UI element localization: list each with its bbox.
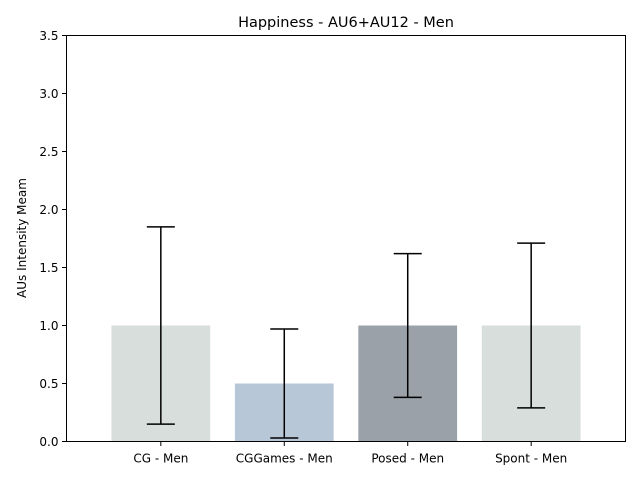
bars-group (111, 325, 581, 442)
chart-title: Happiness - AU6+AU12 - Men (238, 15, 454, 31)
error-bars-group (146, 226, 546, 439)
y-tick-label: 3.5 (39, 29, 58, 43)
plot-frame (66, 35, 626, 442)
y-axis-label: AUs Intensity Meam (15, 178, 29, 298)
y-tick-label: 3.0 (39, 87, 58, 101)
y-tick-label: 1.5 (39, 261, 58, 275)
y-axis-ticks: 0.0 0.5 1.0 1.5 2.0 2.5 3.0 3.5 (39, 29, 67, 449)
x-axis-ticks: CG - Men CGGames - Men Posed - Men Spont - … (133, 441, 567, 466)
x-tick-label: CGGames - Men (236, 452, 333, 466)
x-tick-label: Spont - Men (495, 452, 567, 466)
y-tick-label: 2.5 (39, 145, 58, 159)
y-tick-label: 0.0 (39, 435, 58, 449)
y-tick-label: 2.0 (39, 203, 58, 217)
y-tick-label: 0.5 (39, 377, 58, 391)
y-tick-label: 1.0 (39, 319, 58, 333)
x-tick-label: Posed - Men (371, 452, 444, 466)
x-tick-label: CG - Men (133, 452, 188, 466)
